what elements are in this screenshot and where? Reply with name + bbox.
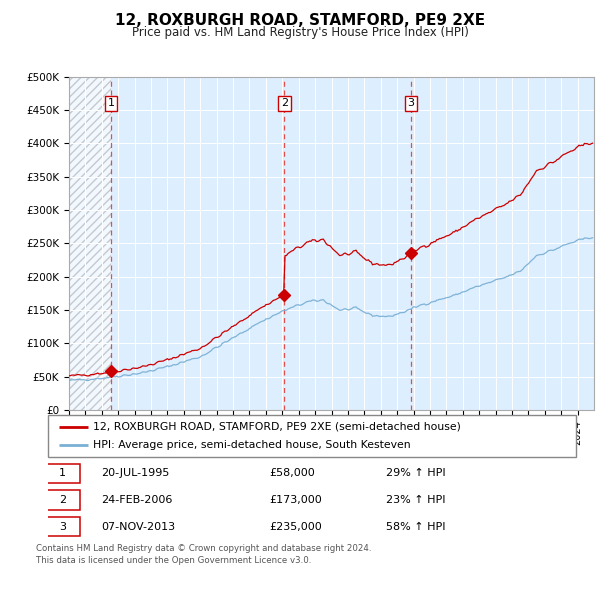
Text: 3: 3 (59, 522, 66, 532)
Text: 1: 1 (59, 468, 66, 478)
Text: £173,000: £173,000 (270, 495, 323, 505)
Text: 24-FEB-2006: 24-FEB-2006 (101, 495, 172, 505)
Text: 12, ROXBURGH ROAD, STAMFORD, PE9 2XE (semi-detached house): 12, ROXBURGH ROAD, STAMFORD, PE9 2XE (se… (93, 422, 461, 432)
Text: 12, ROXBURGH ROAD, STAMFORD, PE9 2XE: 12, ROXBURGH ROAD, STAMFORD, PE9 2XE (115, 13, 485, 28)
Text: 20-JUL-1995: 20-JUL-1995 (101, 468, 169, 478)
Text: 29% ↑ HPI: 29% ↑ HPI (386, 468, 446, 478)
FancyBboxPatch shape (46, 517, 80, 536)
Text: 1: 1 (107, 99, 115, 109)
Text: 2: 2 (281, 99, 288, 109)
Text: 23% ↑ HPI: 23% ↑ HPI (386, 495, 445, 505)
Text: 3: 3 (407, 99, 415, 109)
Text: 2: 2 (59, 495, 66, 505)
Text: Contains HM Land Registry data © Crown copyright and database right 2024.: Contains HM Land Registry data © Crown c… (36, 544, 371, 553)
Text: £58,000: £58,000 (270, 468, 316, 478)
Text: 07-NOV-2013: 07-NOV-2013 (101, 522, 175, 532)
Text: HPI: Average price, semi-detached house, South Kesteven: HPI: Average price, semi-detached house,… (93, 440, 410, 450)
Text: Price paid vs. HM Land Registry's House Price Index (HPI): Price paid vs. HM Land Registry's House … (131, 26, 469, 39)
FancyBboxPatch shape (46, 464, 80, 483)
FancyBboxPatch shape (46, 490, 80, 510)
Text: £235,000: £235,000 (270, 522, 323, 532)
Text: This data is licensed under the Open Government Licence v3.0.: This data is licensed under the Open Gov… (36, 556, 311, 565)
Text: 58% ↑ HPI: 58% ↑ HPI (386, 522, 445, 532)
